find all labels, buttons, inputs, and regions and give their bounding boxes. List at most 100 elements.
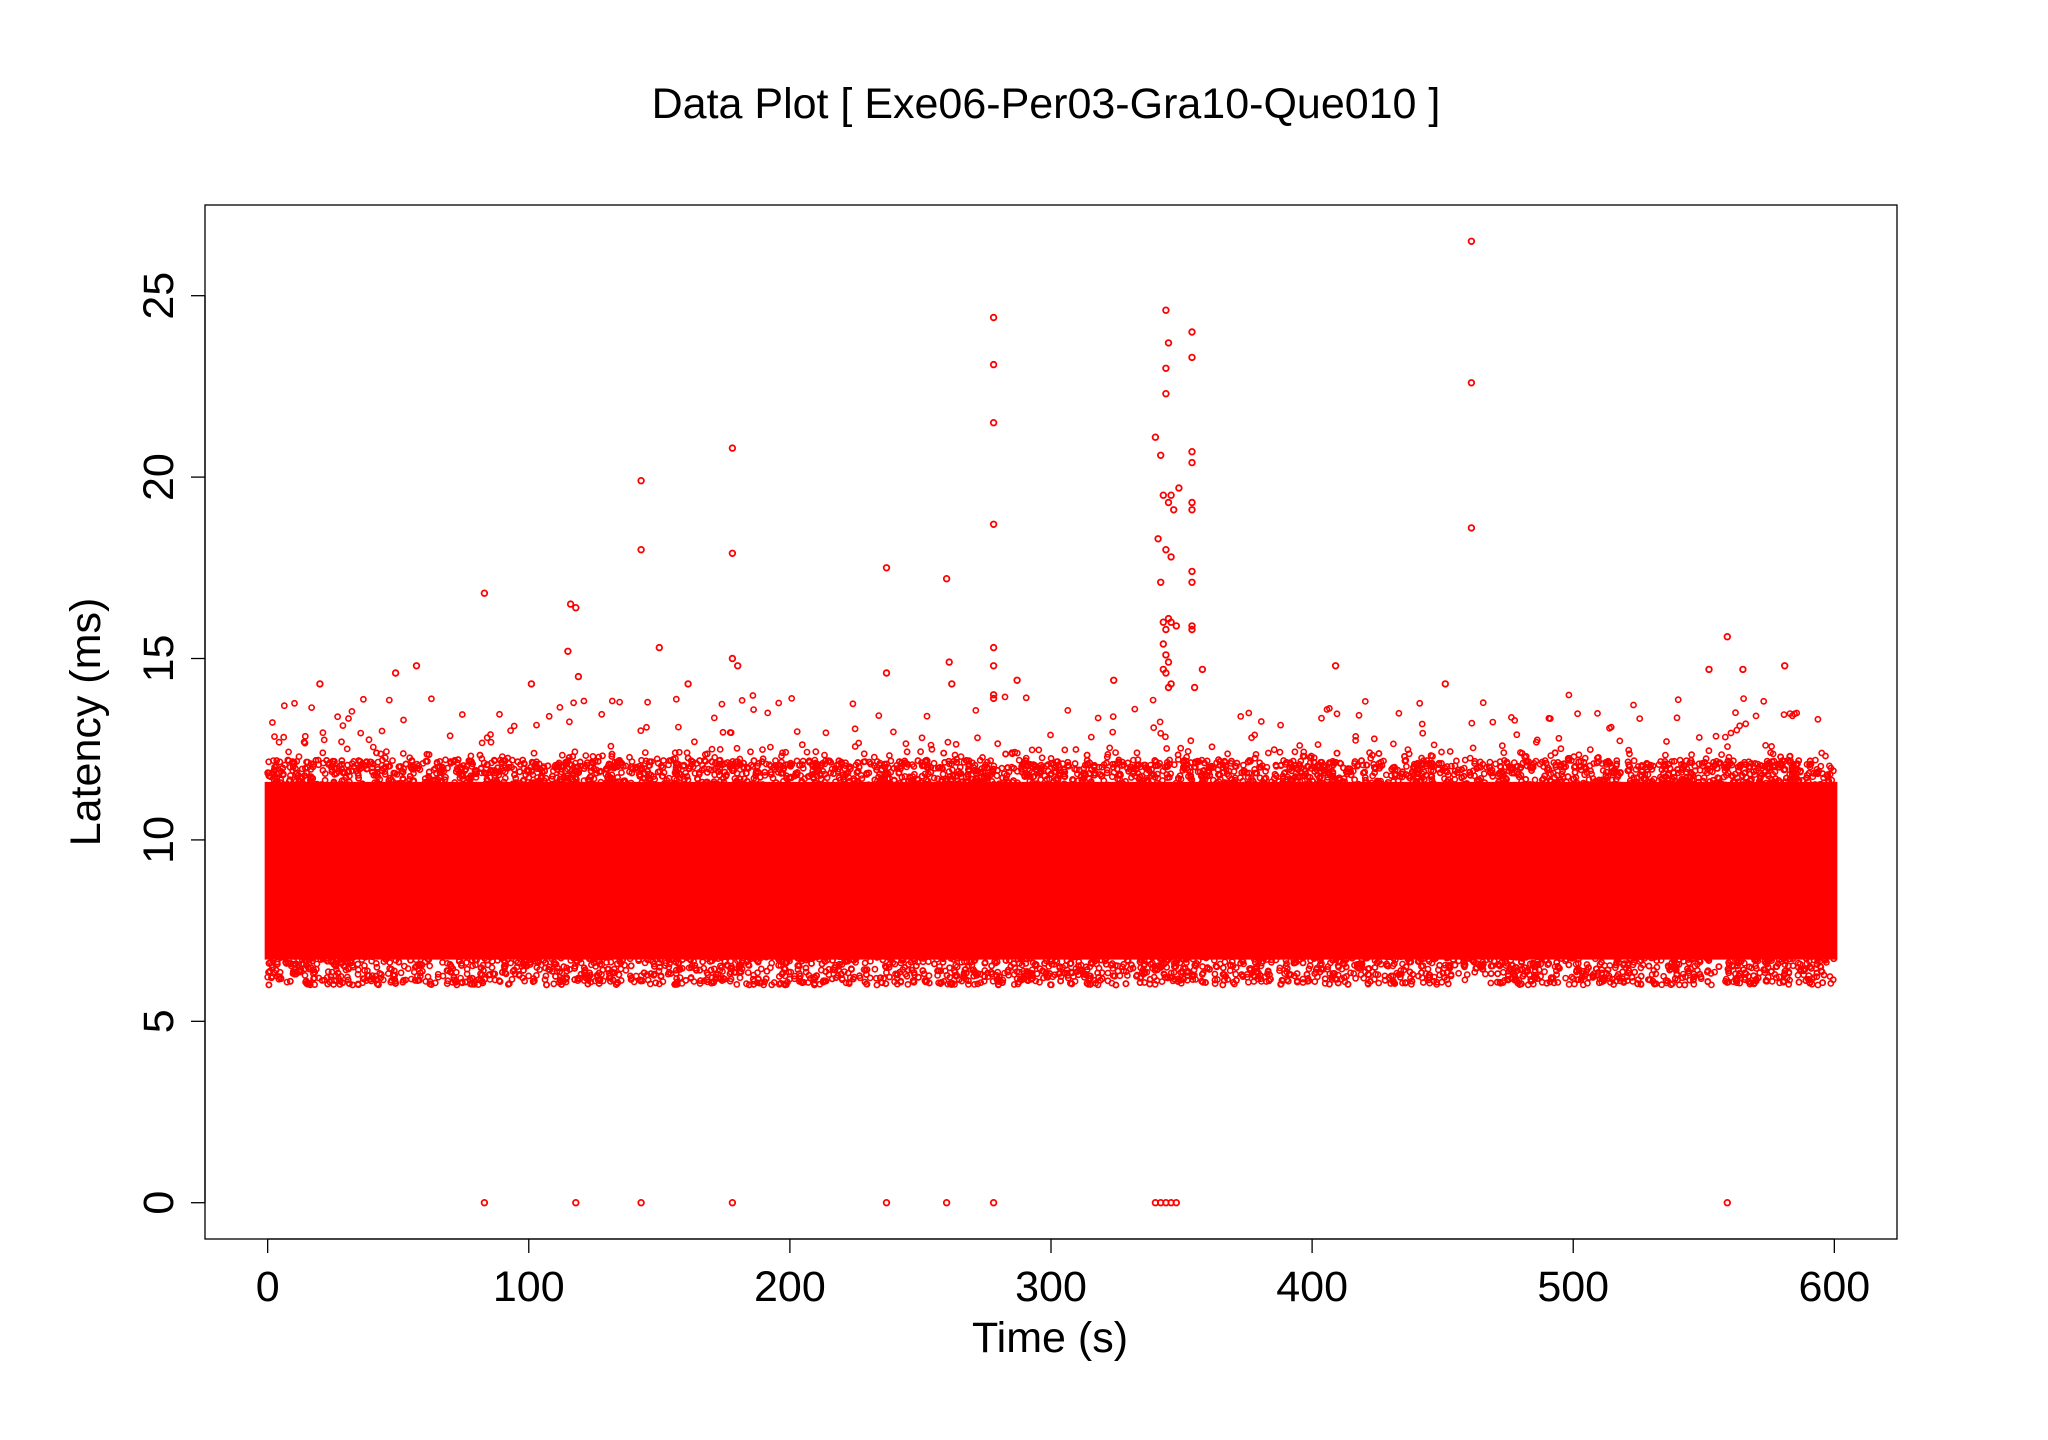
band-point <box>930 782 937 789</box>
band-point <box>373 963 381 971</box>
band-point <box>898 784 906 792</box>
band-point <box>1624 758 1632 766</box>
band-point <box>1010 950 1018 957</box>
band-point <box>1257 962 1265 970</box>
band-point <box>1226 952 1234 960</box>
band-point <box>873 952 881 960</box>
band-point <box>277 975 285 983</box>
band-point <box>508 975 516 983</box>
band-point <box>1647 954 1655 962</box>
band-point <box>1299 979 1307 986</box>
band-point <box>901 773 909 780</box>
band-point <box>915 973 922 981</box>
band-point <box>1033 970 1041 978</box>
band-point <box>1553 959 1561 966</box>
band-point <box>1487 979 1495 987</box>
band-point <box>1239 781 1247 789</box>
band-point <box>1733 977 1740 985</box>
band-point <box>1658 981 1666 989</box>
band-point <box>1100 777 1108 785</box>
band-point <box>794 966 802 973</box>
band-point <box>743 950 751 958</box>
band-point <box>1006 956 1013 964</box>
band-point <box>1375 979 1383 987</box>
band-point <box>1390 954 1397 962</box>
band-point <box>842 949 850 957</box>
band-point <box>1103 769 1111 777</box>
band-point <box>1399 960 1406 968</box>
band-point <box>1562 974 1569 982</box>
band-point <box>1353 963 1361 971</box>
band-point <box>1625 969 1632 977</box>
band-point <box>795 977 803 985</box>
band-point <box>1554 979 1562 986</box>
band-point <box>1463 971 1471 978</box>
band-point <box>1455 969 1462 977</box>
band-point <box>399 950 407 958</box>
band-point <box>1261 973 1268 981</box>
band-point <box>1159 777 1166 784</box>
band-point <box>1451 776 1459 783</box>
band-point <box>1353 762 1361 770</box>
band-point <box>672 783 680 790</box>
band-point <box>582 752 590 759</box>
band-point <box>1153 779 1161 787</box>
band-point <box>1391 763 1398 771</box>
band-point <box>805 785 812 793</box>
dense-band-core <box>264 781 1838 960</box>
band-point <box>1271 770 1279 778</box>
band-point <box>1585 776 1593 783</box>
band-point <box>942 777 949 785</box>
band-point <box>981 959 989 967</box>
band-point <box>1581 771 1588 779</box>
band-point <box>1124 958 1132 965</box>
band-point <box>536 966 543 973</box>
band-point <box>750 774 758 782</box>
band-point <box>1691 785 1699 792</box>
band-point <box>1630 774 1637 782</box>
dense-band-layer <box>264 691 1838 989</box>
band-point <box>719 968 726 975</box>
band-point <box>1553 772 1561 779</box>
band-point <box>434 970 442 978</box>
band-point <box>911 770 918 778</box>
band-point <box>1637 980 1645 988</box>
band-point <box>891 978 898 986</box>
band-point <box>414 949 422 956</box>
band-point <box>1291 748 1299 756</box>
band-point <box>621 777 629 785</box>
band-point <box>1028 768 1036 776</box>
band-point <box>467 752 475 760</box>
band-point <box>1684 784 1691 792</box>
band-point <box>647 951 654 959</box>
band-point <box>1542 956 1549 964</box>
band-point <box>1496 978 1504 986</box>
band-point <box>1699 952 1707 959</box>
band-point <box>424 973 432 981</box>
band-point <box>909 955 917 963</box>
band-point <box>1636 949 1644 957</box>
band-point <box>1444 771 1452 779</box>
band-point <box>1613 768 1621 776</box>
band-point <box>694 775 701 782</box>
band-point <box>433 759 441 767</box>
band-point <box>1210 956 1218 964</box>
band-point <box>494 764 502 772</box>
band-point <box>925 958 932 965</box>
band-point <box>498 765 505 773</box>
band-point <box>1043 775 1051 783</box>
band-point <box>1499 968 1507 976</box>
band-point <box>693 951 700 959</box>
band-point <box>1650 775 1658 783</box>
band-point <box>799 757 807 765</box>
band-point <box>1183 959 1190 966</box>
band-point <box>1276 748 1284 756</box>
band-point <box>1684 965 1691 973</box>
band-point <box>1383 962 1391 969</box>
band-point <box>803 748 811 756</box>
band-point <box>1688 956 1696 963</box>
band-point <box>1805 976 1813 984</box>
band-point <box>1463 780 1471 787</box>
band-point <box>757 965 765 973</box>
band-point <box>466 783 474 791</box>
